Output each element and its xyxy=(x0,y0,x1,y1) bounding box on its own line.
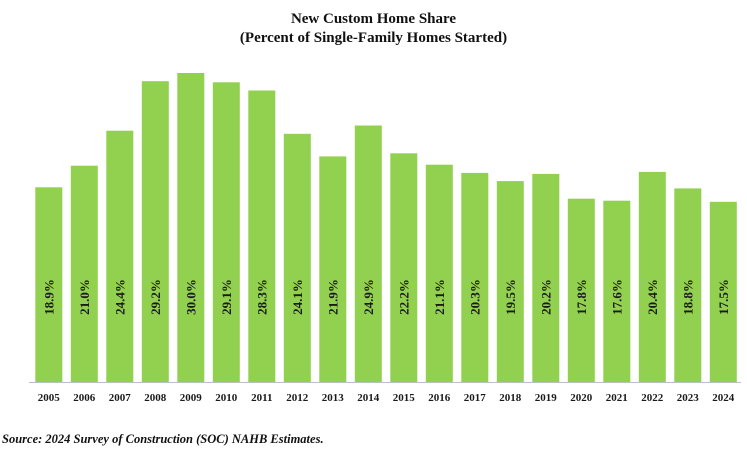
chart-title-block: New Custom Home Share (Percent of Single… xyxy=(0,10,747,48)
data-label-2008: 29.2% xyxy=(148,279,163,315)
x-tick-label-2010: 2010 xyxy=(215,392,238,404)
x-tick-label-2006: 2006 xyxy=(73,392,96,404)
data-label-2021: 17.6% xyxy=(609,279,624,315)
data-labels-group: 18.9% 21.0% 24.4% 29.2% 30.0% 29.1% 28.3% 24.1%… xyxy=(41,279,731,315)
x-tick-label-2012: 2012 xyxy=(286,392,309,404)
bar-2014 xyxy=(354,125,382,382)
data-label-2014: 24.9% xyxy=(361,279,376,315)
data-label-2016: 21.1% xyxy=(432,279,447,315)
data-label-2023: 18.8% xyxy=(680,279,695,315)
data-label-2012: 24.1% xyxy=(290,279,305,315)
x-tick-label-2021: 2021 xyxy=(606,392,628,404)
bar-2022 xyxy=(638,171,666,382)
bar-2021 xyxy=(603,200,631,382)
x-tick-label-2005: 2005 xyxy=(38,392,61,404)
bar-2009 xyxy=(177,73,205,382)
source-note: Source: 2024 Survey of Construction (SOC… xyxy=(2,432,324,446)
data-label-2019: 20.2% xyxy=(538,279,553,315)
data-label-2013: 21.9% xyxy=(325,279,340,315)
x-tick-label-2014: 2014 xyxy=(357,392,380,404)
bar-2019 xyxy=(532,173,560,382)
x-tick-label-2011: 2011 xyxy=(251,392,272,404)
x-tick-label-2016: 2016 xyxy=(428,392,451,404)
x-tick-label-2020: 2020 xyxy=(570,392,593,404)
chart-subtitle: (Percent of Single-Family Homes Started) xyxy=(239,30,508,46)
data-label-2015: 22.2% xyxy=(396,279,411,315)
bar-2006 xyxy=(70,165,98,382)
bar-2017 xyxy=(461,172,489,382)
data-label-2007: 24.4% xyxy=(112,279,127,315)
bar-2008 xyxy=(141,81,169,382)
data-label-2006: 21.0% xyxy=(77,279,92,315)
bar-2023 xyxy=(674,188,702,382)
x-tick-label-2015: 2015 xyxy=(393,392,416,404)
bar-2011 xyxy=(248,90,276,382)
data-label-2005: 18.9% xyxy=(41,279,56,315)
bar-2018 xyxy=(496,181,524,382)
bar-2015 xyxy=(390,153,418,382)
bar-2020 xyxy=(567,198,595,382)
data-label-2022: 20.4% xyxy=(645,279,660,315)
x-tick-label-2008: 2008 xyxy=(144,392,167,404)
bar-2012 xyxy=(283,133,311,382)
x-tick-label-2007: 2007 xyxy=(109,392,132,404)
bar-2024 xyxy=(709,201,737,383)
bar-2007 xyxy=(106,130,134,382)
data-label-2011: 28.3% xyxy=(254,279,269,315)
x-tick-labels-group: 2005 2006 2007 2008 2009 2010 2011 2012 2013 2014… xyxy=(38,392,735,404)
data-label-2010: 29.1% xyxy=(219,279,234,315)
x-tick-label-2023: 2023 xyxy=(677,392,700,404)
bar-2016 xyxy=(425,164,453,382)
x-tick-label-2017: 2017 xyxy=(464,392,487,404)
data-label-2020: 17.8% xyxy=(574,279,589,315)
data-label-2018: 19.5% xyxy=(503,279,518,315)
x-tick-label-2024: 2024 xyxy=(712,392,735,404)
data-label-2009: 30.0% xyxy=(183,279,198,315)
bar-2010 xyxy=(212,82,240,383)
data-label-2017: 20.3% xyxy=(467,279,482,315)
data-label-2024: 17.5% xyxy=(716,279,731,315)
bar-2013 xyxy=(319,156,347,382)
bars-group xyxy=(35,73,737,383)
chart-title: New Custom Home Share xyxy=(290,11,457,27)
x-tick-label-2009: 2009 xyxy=(180,392,203,404)
bar-2005 xyxy=(35,187,63,382)
x-tick-label-2013: 2013 xyxy=(322,392,345,404)
x-tick-label-2018: 2018 xyxy=(499,392,522,404)
x-tick-label-2019: 2019 xyxy=(535,392,558,404)
x-tick-label-2022: 2022 xyxy=(641,392,664,404)
